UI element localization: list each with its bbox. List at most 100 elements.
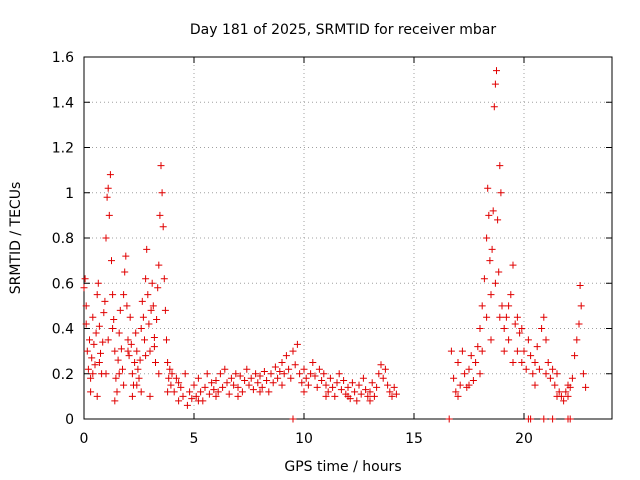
data-point — [137, 388, 145, 396]
data-point — [111, 397, 119, 405]
data-point — [490, 103, 498, 111]
data-point — [520, 347, 528, 355]
data-point — [221, 365, 229, 373]
data-point — [351, 388, 359, 396]
data-point — [165, 374, 173, 382]
data-point — [192, 392, 200, 400]
data-point — [91, 361, 99, 369]
data-point — [197, 388, 205, 396]
data-point — [568, 374, 576, 382]
data-point — [313, 383, 321, 391]
y-axis-label: SRMTID / TECUs — [8, 182, 24, 295]
data-point — [538, 325, 546, 332]
data-point — [113, 388, 121, 396]
data-point — [164, 388, 172, 396]
data-point — [366, 397, 374, 405]
data-point — [480, 275, 488, 283]
data-point — [100, 309, 108, 317]
data-point — [555, 388, 563, 396]
data-point — [142, 352, 150, 360]
data-point — [127, 340, 135, 348]
data-point — [450, 374, 458, 382]
data-point — [102, 234, 110, 242]
data-point — [188, 395, 196, 403]
data-point — [90, 340, 98, 348]
data-point — [582, 383, 590, 391]
data-point — [148, 279, 156, 287]
data-point — [579, 370, 587, 378]
data-point — [216, 370, 224, 378]
x-tick-label: 15 — [405, 431, 423, 447]
data-point — [132, 329, 140, 337]
data-point — [488, 245, 496, 253]
data-point — [265, 388, 273, 396]
data-point — [483, 313, 491, 321]
data-point — [571, 352, 579, 360]
data-point — [326, 374, 334, 382]
data-point — [103, 193, 111, 201]
data-point — [522, 365, 530, 373]
data-point — [254, 379, 262, 387]
data-point — [247, 374, 255, 382]
data-point — [245, 381, 253, 389]
data-point — [467, 352, 475, 360]
data-point — [553, 392, 561, 400]
data-point — [116, 306, 124, 314]
data-point — [335, 370, 343, 378]
data-point — [256, 372, 264, 380]
data-point — [329, 383, 337, 391]
data-point — [82, 320, 90, 328]
data-point — [337, 386, 345, 394]
data-point — [322, 392, 330, 400]
data-point — [496, 313, 504, 321]
data-point — [154, 284, 162, 292]
data-point — [531, 381, 539, 389]
data-point — [487, 336, 495, 344]
data-point — [143, 245, 151, 253]
data-point — [115, 329, 123, 337]
data-point — [105, 211, 113, 219]
data-point — [476, 370, 484, 378]
data-point — [478, 302, 486, 310]
data-point — [509, 261, 517, 269]
data-point — [513, 313, 521, 321]
data-point — [491, 80, 499, 88]
data-point — [172, 374, 180, 382]
data-point — [201, 383, 209, 391]
data-point — [145, 320, 153, 328]
data-point — [505, 336, 513, 344]
data-point — [456, 381, 464, 389]
data-point — [546, 374, 554, 382]
data-point — [155, 261, 163, 269]
data-point — [302, 374, 310, 382]
data-point — [493, 67, 500, 75]
data-point — [175, 379, 183, 387]
y-tick-label: 0.4 — [52, 322, 74, 338]
data-point — [243, 365, 251, 373]
data-point — [575, 320, 583, 328]
x-tick-label: 5 — [190, 431, 199, 447]
data-point — [340, 377, 348, 385]
data-point — [142, 275, 150, 283]
data-point — [476, 325, 484, 332]
data-point — [194, 397, 202, 405]
data-point — [149, 302, 157, 310]
data-point — [81, 275, 89, 283]
data-point — [92, 329, 100, 337]
data-point — [166, 365, 174, 373]
data-point — [355, 381, 363, 389]
data-point — [553, 370, 561, 378]
data-point — [128, 370, 136, 378]
data-point — [87, 374, 95, 382]
data-point — [93, 392, 101, 400]
data-point — [89, 313, 97, 321]
data-point — [542, 370, 550, 378]
data-point — [549, 415, 557, 423]
data-point — [311, 372, 319, 380]
data-point — [122, 252, 130, 260]
data-point — [573, 336, 581, 344]
data-point — [267, 370, 275, 378]
data-point — [375, 370, 383, 378]
data-point — [566, 415, 574, 423]
data-point — [509, 358, 517, 366]
